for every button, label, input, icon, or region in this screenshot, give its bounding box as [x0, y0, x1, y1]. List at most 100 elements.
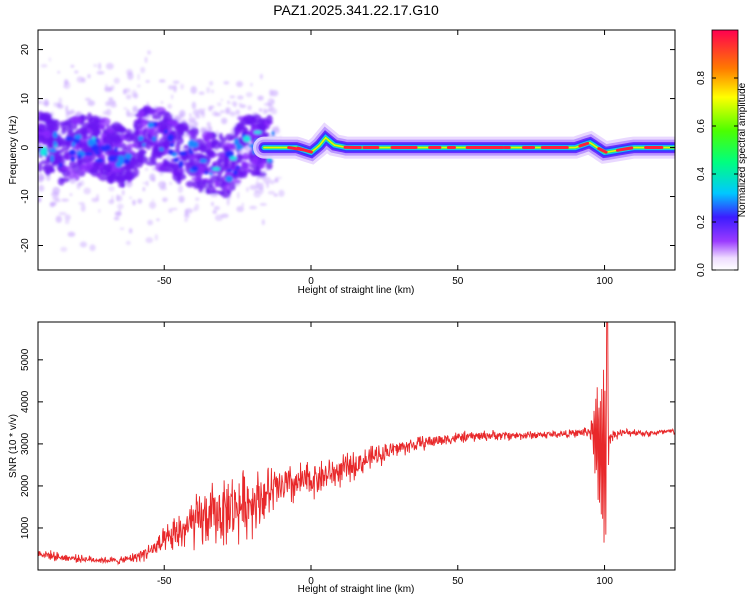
- spectrogram-faint-blob: [258, 183, 264, 190]
- spectrogram-band-blob: [183, 145, 189, 149]
- spectrogram-faint-blob: [227, 100, 229, 104]
- spectrogram-bright-blob: [235, 166, 240, 169]
- spectrogram-faint-blob: [149, 174, 155, 182]
- snr-y-tick-label: 1000: [20, 516, 31, 539]
- spectrogram-faint-blob: [199, 92, 205, 95]
- spectrogram-faint-blob: [274, 194, 278, 197]
- spectrogram-faint-blob: [142, 187, 145, 191]
- spectrogram-faint-blob: [152, 199, 154, 201]
- spectrogram-bright-blob: [170, 143, 175, 147]
- spectrogram-band-blob: [166, 120, 178, 125]
- spectrogram-faint-blob: [108, 98, 113, 101]
- spectrogram-bright-blob: [94, 151, 101, 154]
- spectrogram-band-blob: [91, 170, 100, 177]
- spectrogram-faint-blob: [211, 90, 214, 94]
- spectrogram-band-blob: [46, 115, 50, 124]
- spectrogram-faint-blob: [132, 200, 136, 206]
- spectrogram-faint-blob: [227, 198, 230, 206]
- spectrogram-bright-blob: [179, 151, 187, 156]
- spectrogram-faint-blob: [268, 191, 275, 195]
- spectrogram-bright-blob: [85, 152, 93, 156]
- spectrogram-faint-blob: [109, 87, 112, 92]
- colorbar-tick-label: 0.8: [696, 71, 707, 85]
- spectrogram-faint-blob: [145, 168, 148, 171]
- spectrogram-band-blob: [62, 166, 72, 171]
- spectrogram-band-blob: [79, 126, 86, 135]
- spectrogram-faint-blob: [217, 102, 222, 106]
- spectrogram-faint-blob: [263, 108, 267, 114]
- spectrogram-faint-blob: [129, 228, 133, 233]
- spectrogram-bright-blob: [178, 160, 183, 168]
- spectrogram-faint-blob: [124, 108, 128, 110]
- spectrogram-bright-blob: [49, 148, 56, 152]
- spectrogram-band-blob: [37, 124, 47, 133]
- spectrogram-faint-blob: [71, 65, 75, 68]
- spectrogram-faint-blob: [132, 106, 137, 113]
- spectrogram-band-blob: [186, 181, 195, 188]
- spectrogram-faint-blob: [195, 197, 199, 201]
- spectrogram-band-blob: [71, 115, 82, 124]
- spectrogram-faint-blob: [184, 218, 188, 222]
- spectrogram-faint-blob: [38, 185, 44, 192]
- spectrogram-band-blob: [212, 139, 218, 145]
- spectrogram-band-blob: [54, 120, 59, 128]
- spectrogram-faint-blob: [70, 193, 72, 196]
- spectrogram-band-blob: [183, 126, 189, 131]
- spectrogram-faint-blob: [180, 84, 184, 90]
- spectrogram-faint-blob: [173, 81, 180, 84]
- spectrogram-faint-blob: [126, 109, 130, 117]
- spectrogram-faint-blob: [110, 101, 115, 104]
- spectrogram-band-blob: [92, 128, 100, 137]
- spectrogram-faint-blob: [168, 85, 174, 90]
- spectrogram-faint-blob: [122, 190, 125, 196]
- spectrogram-faint-blob: [56, 216, 62, 223]
- spectrogram-faint-blob: [155, 234, 158, 241]
- spectrogram-faint-blob: [259, 108, 262, 112]
- spectrogram-faint-blob: [161, 101, 163, 104]
- spectrogram-y-axis-label: Frequency (Hz): [8, 116, 19, 185]
- spectrogram-bright-blob: [243, 136, 250, 142]
- snr-x-axis-label: Height of straight line (km): [298, 584, 415, 595]
- spectrogram-faint-blob: [117, 204, 124, 209]
- spectrogram-faint-blob: [106, 109, 111, 116]
- spectrogram-bright-blob: [174, 158, 179, 163]
- spectrogram-bright-blob: [101, 145, 105, 151]
- spectrogram-faint-blob: [43, 99, 49, 106]
- spectrogram-faint-blob: [167, 104, 172, 109]
- spectrogram-band-blob: [224, 183, 231, 190]
- spectrogram-faint-blob: [79, 182, 82, 186]
- spectrogram-faint-blob: [249, 206, 257, 210]
- spectrogram-faint-blob: [184, 213, 190, 218]
- spectrogram-band-blob: [208, 180, 214, 188]
- spectrogram-bright-blob: [200, 159, 207, 163]
- spectrogram-bright-blob: [254, 131, 262, 134]
- spectrogram-faint-blob: [145, 57, 148, 63]
- spectrogram-x-tick-label: 100: [596, 276, 613, 287]
- spectrogram-faint-blob: [68, 232, 76, 237]
- spectrogram-faint-blob: [57, 104, 64, 109]
- spectrogram-faint-blob: [236, 81, 243, 87]
- spectrogram-faint-blob: [269, 89, 273, 96]
- spectrogram-faint-blob: [85, 98, 91, 101]
- spectrogram-band-blob: [138, 110, 145, 118]
- spectrogram-faint-blob: [74, 71, 78, 74]
- spectrogram-bright-blob: [237, 146, 244, 149]
- spectrogram-faint-blob: [231, 101, 237, 106]
- spectrogram-bright-blob: [70, 156, 75, 161]
- spectrogram-faint-blob: [206, 87, 210, 93]
- spectrogram-faint-blob: [266, 182, 269, 188]
- spectrogram-faint-blob: [149, 201, 156, 208]
- spectrogram-faint-blob: [178, 195, 185, 203]
- snr-x-tick-label: 50: [452, 576, 464, 587]
- spectrogram-band-blob: [224, 156, 229, 166]
- spectrogram-faint-blob: [246, 187, 249, 192]
- spectrogram-band-blob: [111, 167, 122, 173]
- spectrogram-faint-blob: [127, 72, 133, 80]
- spectrogram-faint-blob: [81, 204, 86, 212]
- spectrogram-faint-blob: [211, 194, 218, 197]
- spectrogram-bright-blob: [77, 154, 81, 159]
- spectrogram-faint-blob: [105, 84, 108, 92]
- spectrogram-band-blob: [120, 165, 131, 169]
